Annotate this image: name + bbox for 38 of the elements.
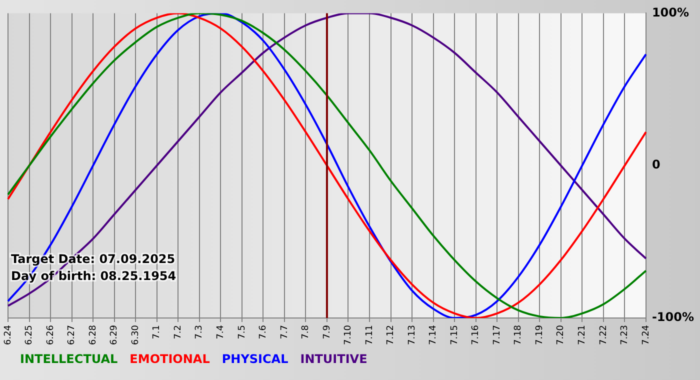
x-tick-label: 7.11 [364,324,375,346]
x-tick-label: 7.17 [492,324,502,346]
x-tick-label: 7.20 [556,324,566,346]
text: EMOTIONAL [130,352,210,366]
x-tick-label: 7.19 [534,324,545,346]
x-tick-label: 6.24 [3,324,14,346]
x-tick-label: 7.16 [471,324,482,346]
x-tick-label: 7.14 [428,324,439,346]
x-tick-label: 6.28 [88,324,98,346]
x-tick-label: 7.6 [258,324,269,340]
x-tick-label: 7.2 [173,324,184,340]
text: PHYSICAL [222,352,289,366]
x-tick-label: 7.5 [237,324,248,340]
x-tick-label: 6.26 [46,324,56,346]
y-tick-label: 100% [652,5,690,20]
x-tick-label: 7.8 [301,324,312,340]
x-tick-label: 6.27 [67,324,78,346]
x-tick-label: 6.25 [24,324,35,346]
x-tick-label: 7.12 [386,324,396,346]
x-tick-label: 7.4 [216,324,226,340]
x-tick-label: 7.18 [514,324,524,346]
x-tick-label: 7.23 [620,324,630,346]
x-tick-label: 6.29 [110,324,120,346]
x-tick-label: 7.7 [280,324,290,340]
x-tick-label: 7.22 [598,324,609,346]
y-tick-label: 0 [652,158,660,172]
x-tick-label: 7.10 [344,324,354,346]
x-tick-label: 7.13 [407,324,418,346]
x-tick-label: 7.21 [577,324,588,346]
x-tick-label: 7.9 [322,324,332,340]
x-tick-label: 7.1 [152,324,162,340]
text: INTUITIVE [300,352,368,366]
y-tick-label: -100% [652,310,694,324]
x-tick-label: 7.3 [194,324,205,340]
text: INTELLECTUAL [20,352,118,366]
x-tick-label: 7.24 [641,324,652,346]
x-tick-label: 7.15 [450,324,460,346]
x-tick-label: 6.30 [130,324,141,346]
